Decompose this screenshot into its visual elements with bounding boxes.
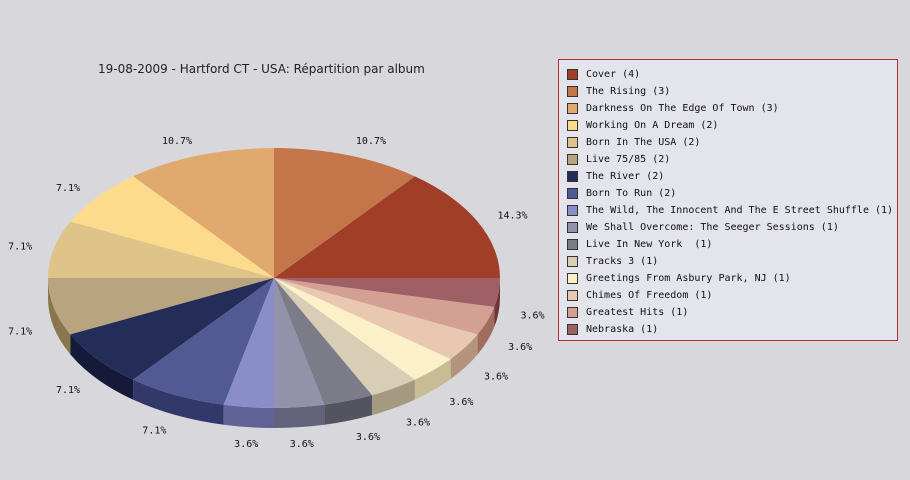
legend-item-11: Tracks 3 (1) [567,253,897,270]
legend-swatch [567,154,578,165]
pie-side-10 [324,395,373,425]
pct-label-7: 7.1% [142,426,166,437]
pct-label-14: 3.6% [508,342,532,353]
pie-slice-14 [274,278,495,335]
legend-swatch [567,120,578,131]
pie-slice-9 [274,278,325,408]
pie-side-14 [477,306,495,355]
legend-item-8: The Wild, The Innocent And The E Street … [567,202,897,219]
pie-side-13 [450,334,478,380]
legend-swatch [567,239,578,250]
legend-swatch [567,69,578,80]
pie-side-5 [48,278,71,355]
pct-label-1: 10.7% [356,136,386,147]
legend-label: We Shall Overcome: The Seeger Sessions (… [586,222,839,233]
legend-swatch [567,222,578,233]
pie-side-8 [223,404,274,428]
pie-slice-8 [223,278,274,408]
legend-item-7: Born To Run (2) [567,185,897,202]
legend-label: The Wild, The Innocent And The E Street … [586,205,894,216]
pie-slice-4 [48,221,274,278]
pct-label-11: 3.6% [406,418,430,429]
legend-label: Greatest Hits (1) [586,307,689,318]
pie-side-9 [274,404,325,428]
legend-item-6: The River (2) [567,168,897,185]
chart-legend: Cover (4) The Rising (3) Darkness On The E… [558,59,898,341]
legend-swatch [567,290,578,301]
legend-label: Darkness On The Edge Of Town (3) [586,103,779,114]
legend-item-15: Nebraska (1) [567,321,897,338]
legend-label: Chimes Of Freedom (1) [586,290,713,301]
legend-item-10: Live In New York (1) [567,236,897,253]
legend-swatch [567,256,578,267]
pie-slice-10 [274,278,373,405]
pie-side-7 [133,379,224,425]
pie-slice-12 [274,278,451,380]
legend-item-1: The Rising (3) [567,83,897,100]
legend-label: The Rising (3) [586,86,671,97]
legend-label: Live 75/85 (2) [586,154,671,165]
pie-slice-1 [274,148,415,278]
pct-label-10: 3.6% [356,432,380,443]
legend-swatch [567,188,578,199]
legend-swatch [567,103,578,114]
legend-item-12: Greetings From Asbury Park, NJ (1) [567,270,897,287]
pie-slice-7 [133,278,274,405]
pie-side-15 [494,278,500,327]
legend-label: Nebraska (1) [586,324,659,335]
legend-swatch [567,273,578,284]
pct-label-9: 3.6% [290,439,314,450]
legend-label: Greetings From Asbury Park, NJ (1) [586,273,791,284]
legend-swatch [567,86,578,97]
legend-item-14: Greatest Hits (1) [567,304,897,321]
pct-label-4: 7.1% [8,242,32,253]
pie-side-6 [70,334,134,400]
pct-label-2: 10.7% [162,136,192,147]
pie-slice-0 [274,176,500,278]
legend-item-4: Born In The USA (2) [567,134,897,151]
legend-swatch [567,205,578,216]
pie-slice-5 [48,278,274,335]
legend-item-9: We Shall Overcome: The Seeger Sessions (… [567,219,897,236]
legend-swatch [567,307,578,318]
pie-slice-13 [274,278,478,360]
pct-label-15: 3.6% [520,310,544,321]
pie-slice-6 [70,278,274,380]
pct-label-0: 14.3% [497,211,527,222]
legend-label: The River (2) [586,171,665,182]
legend-swatch [567,137,578,148]
legend-label: Working On A Dream (2) [586,120,719,131]
pct-label-12: 3.6% [449,397,473,408]
pie-slice-11 [274,278,415,396]
legend-label: Cover (4) [586,69,641,80]
legend-label: Born In The USA (2) [586,137,701,148]
pct-label-3: 7.1% [56,183,80,194]
legend-label: Tracks 3 (1) [586,256,659,267]
legend-item-13: Chimes Of Freedom (1) [567,287,897,304]
pct-label-13: 3.6% [484,372,508,383]
legend-swatch [567,324,578,335]
pie-slice-2 [133,148,274,278]
pct-label-6: 7.1% [56,385,80,396]
pie-slice-15 [274,278,500,307]
chart-title: 19-08-2009 - Hartford CT - USA: Répartit… [98,62,425,76]
pct-label-8: 3.6% [234,439,258,450]
pie-side-12 [414,359,451,400]
legend-item-2: Darkness On The Edge Of Town (3) [567,100,897,117]
legend-swatch [567,171,578,182]
legend-label: Born To Run (2) [586,188,677,199]
legend-item-3: Working On A Dream (2) [567,117,897,134]
legend-label: Live In New York (1) [586,239,713,250]
pct-label-5: 7.1% [8,326,32,337]
legend-item-5: Live 75/85 (2) [567,151,897,168]
legend-item-0: Cover (4) [567,66,897,83]
pie-slice-3 [70,176,274,278]
pie-side-11 [372,379,415,416]
